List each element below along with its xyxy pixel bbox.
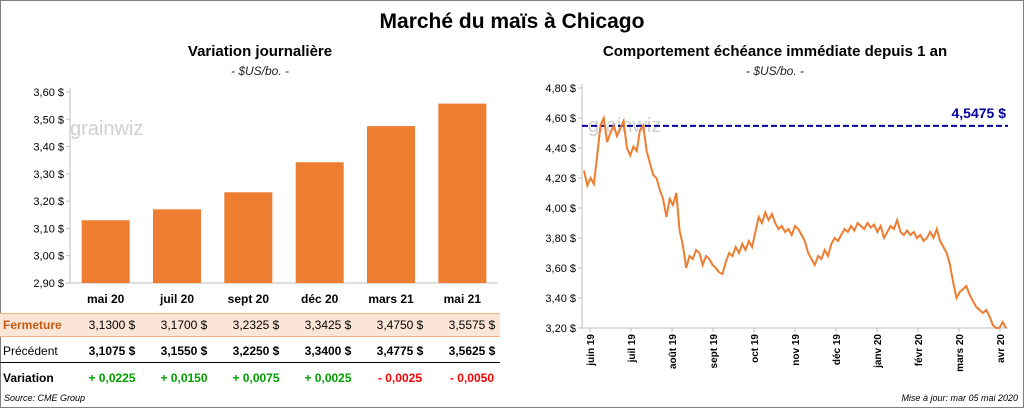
cell-variation-1: + 0,0225 (88, 371, 136, 385)
line-y-tick-label: 4,60 $ (545, 113, 576, 125)
line-x-tick-label: sept 19 (709, 334, 720, 369)
row-label-fermeture: Fermeture (3, 318, 62, 332)
line-x-tick-label: juin 19 (586, 334, 597, 367)
bar-y-tick-label: 3,60 $ (33, 87, 64, 99)
line-x-tick-label: juil 19 (627, 334, 638, 364)
cell-variation-5: - 0,0025 (377, 371, 423, 385)
line-y-tick-label: 3,80 $ (545, 233, 576, 245)
cell-fermeture-2: 3,1700 $ (160, 318, 208, 332)
main-title: Marché du maïs à Chicago (379, 10, 645, 33)
bar-y-tick-label: 3,20 $ (33, 196, 64, 208)
row-label-variation: Variation (3, 371, 54, 385)
reference-label: 4,5475 $ (952, 105, 1007, 121)
right-panel-subtitle: - $US/bo. - (745, 64, 805, 78)
bar-chart: 2,90 $ 3,00 $ 3,10 $ 3,20 $ 3,30 $ 3,40 $ 3,50… (33, 87, 498, 306)
left-panel-subtitle: - $US/bo. - (230, 64, 290, 78)
right-panel-title: Comportement échéance immédiate depuis 1… (602, 43, 948, 60)
bar-juil-20 (153, 209, 201, 283)
bar-y-tick-label: 3,00 $ (33, 251, 64, 263)
bar-category-label: mai 21 (444, 292, 482, 306)
cell-fermeture-1: 3,1300 $ (88, 318, 136, 332)
line-x-tick-label: avr 20 (996, 334, 1007, 363)
row-variation: Variation + 0,0225 + 0,0150 + 0,0075 + 0… (0, 366, 500, 390)
line-x-tick-label: janv 20 (873, 334, 884, 369)
line-y-tick-label: 4,80 $ (545, 83, 576, 95)
cell-variation-6: - 0,0050 (449, 371, 495, 385)
line-x-tick-label: févr 20 (914, 334, 925, 367)
bar-déc-20 (295, 162, 344, 283)
bar-y-tick-label: 3,40 $ (33, 142, 64, 154)
line-y-tick-label: 4,00 $ (545, 203, 576, 215)
cell-variation-3: + 0,0075 (232, 371, 280, 385)
cell-fermeture-5: 3,4750 $ (376, 318, 424, 332)
bar-category-label: juil 20 (159, 292, 194, 306)
bar-sept-20 (224, 192, 273, 283)
cell-fermeture-3: 3,2325 $ (232, 318, 280, 332)
line-y-tick-label: 3,60 $ (545, 263, 576, 275)
watermark-left: grainwiz (70, 118, 143, 140)
cell-precedent-2: 3,1550 $ (160, 343, 208, 358)
bar-y-tick-label: 3,10 $ (33, 223, 64, 235)
cell-precedent-6: 3,5625 $ (448, 343, 496, 358)
line-x-tick-label: oct 19 (750, 334, 761, 363)
bar-mars-21 (367, 126, 415, 283)
bar-category-label: mai 20 (87, 292, 125, 306)
row-label-precedent: Précédent (3, 343, 58, 358)
cell-fermeture-6: 3,5575 $ (448, 318, 496, 332)
line-x-tick-label: déc 19 (832, 334, 843, 366)
left-panel-title: Variation journalière (187, 43, 333, 60)
bar-y-tick-label: 2,90 $ (33, 278, 64, 290)
cell-variation-2: + 0,0150 (160, 371, 208, 385)
bar-category-label: mars 21 (368, 292, 414, 306)
line-chart: 3,20 $ 3,40 $ 3,60 $ 3,80 $ 4,00 $ 4,20 $ 4,40… (545, 83, 1008, 372)
line-x-tick-label: nov 19 (791, 334, 802, 366)
line-y-tick-label: 4,20 $ (545, 173, 576, 185)
bar-mai-20 (81, 220, 130, 283)
bar-y-tick-label: 3,30 $ (33, 169, 64, 181)
update-note: Mise à jour: mar 05 mai 2020 (901, 393, 1018, 403)
line-x-tick-label: août 19 (668, 334, 679, 369)
line-y-tick-label: 4,40 $ (545, 143, 576, 155)
line-y-tick-label: 3,40 $ (545, 293, 576, 305)
line-x-tick-label: mars 20 (955, 334, 966, 372)
line-y-tick-label: 3,20 $ (545, 323, 576, 335)
bar-mai-21 (438, 103, 487, 283)
price-series-line (583, 114, 1007, 329)
bar-y-tick-label: 3,50 $ (33, 114, 64, 126)
row-precedent: Précédent 3,1075 $ 3,1550 $ 3,2250 $ 3,3… (0, 339, 500, 363)
cell-precedent-5: 3,4775 $ (376, 343, 424, 358)
cell-precedent-1: 3,1075 $ (88, 343, 136, 358)
cell-precedent-3: 3,2250 $ (232, 343, 280, 358)
cell-fermeture-4: 3,3425 $ (304, 318, 352, 332)
cell-variation-4: + 0,0025 (304, 371, 352, 385)
bar-category-label: déc 20 (301, 292, 339, 306)
source-note: Source: CME Group (4, 393, 86, 403)
cell-precedent-4: 3,3400 $ (304, 343, 352, 358)
row-fermeture: Fermeture 3,1300 $ 3,1700 $ 3,2325 $ 3,3… (0, 313, 500, 337)
bar-category-label: sept 20 (228, 292, 270, 306)
